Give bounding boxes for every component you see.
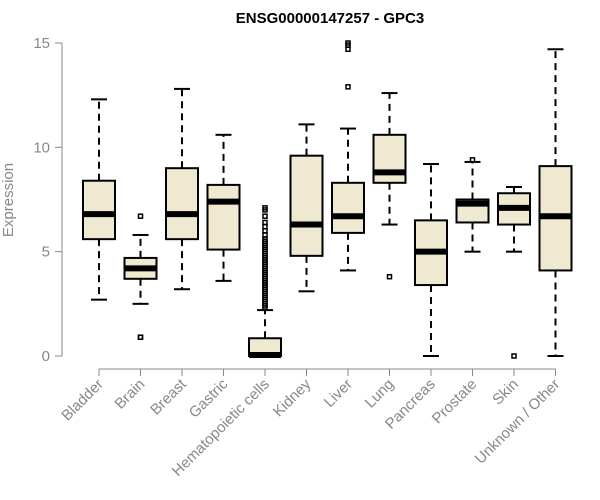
box-group-prostate	[455, 157, 490, 253]
y-tick-label: 15	[33, 35, 50, 52]
box-group-kidney	[289, 123, 324, 293]
box-group-hematopoietic-cells	[248, 205, 282, 358]
x-tick-label: Lung	[362, 376, 398, 412]
box-group-pancreas	[414, 163, 448, 357]
x-tick-label: Kidney	[270, 375, 315, 420]
chart-title: ENSG00000147257 - GPC3	[236, 10, 424, 27]
outlier-point	[262, 232, 268, 238]
outlier-point	[469, 157, 476, 163]
outlier-point	[345, 46, 351, 53]
outlier-point	[345, 84, 351, 90]
x-tick-label: Brain	[112, 376, 149, 413]
box-group-breast	[165, 87, 199, 291]
box	[206, 183, 241, 251]
x-tick-label: Prostate	[429, 376, 481, 428]
box	[372, 133, 407, 184]
outlier-point	[345, 40, 351, 46]
y-tick-label: 10	[33, 139, 50, 156]
x-tick-label: Breast	[147, 375, 190, 418]
box-group-bladder	[82, 98, 116, 301]
y-tick-label: 5	[42, 244, 50, 261]
outlier-point	[137, 334, 144, 340]
box-group-unknown-other	[538, 48, 573, 357]
box-group-lung	[372, 92, 407, 280]
box-group-gastric	[206, 133, 241, 282]
box	[289, 154, 324, 257]
x-tick-label: Liver	[321, 376, 356, 411]
y-axis: 0 5 10 15	[33, 35, 63, 365]
x-tick-label: Skin	[489, 376, 522, 409]
outlier-point	[262, 223, 268, 230]
box-group-skin	[497, 185, 531, 359]
outlier-point	[262, 205, 268, 211]
outlier-point	[511, 353, 517, 359]
boxes-layer	[82, 40, 573, 359]
box-group-liver	[331, 40, 365, 272]
outlier-point	[262, 213, 268, 219]
x-tick-label: Bladder	[58, 376, 107, 425]
box	[82, 179, 116, 241]
outlier-point	[262, 219, 268, 226]
box-group-brain	[123, 213, 158, 340]
box	[331, 181, 365, 234]
y-axis-label: Expression	[0, 163, 17, 237]
y-tick-label: 0	[42, 348, 50, 365]
outlier-point	[137, 213, 144, 219]
outlier-point	[262, 228, 268, 234]
box	[165, 167, 199, 241]
outlier-point	[386, 273, 393, 280]
